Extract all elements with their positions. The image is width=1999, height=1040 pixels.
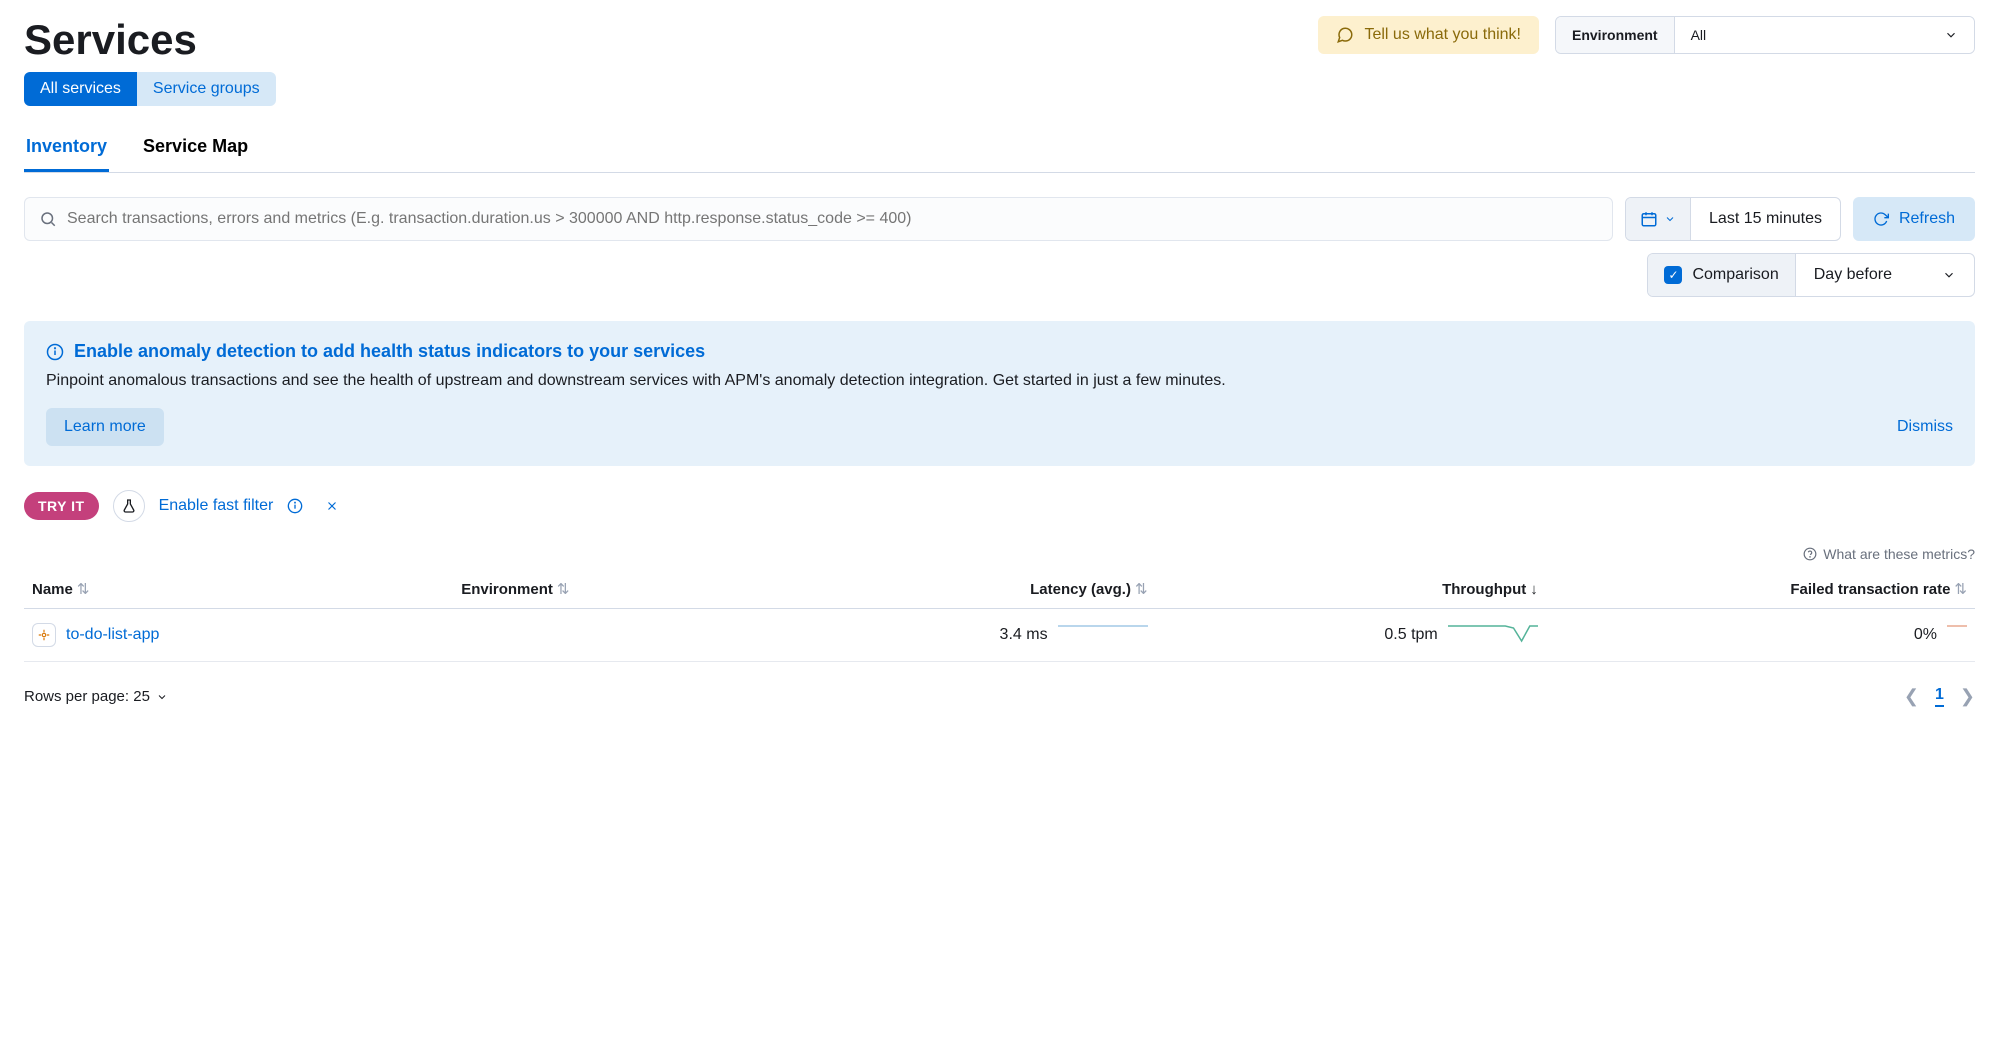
- page-number[interactable]: 1: [1935, 686, 1944, 707]
- failed-rate-cell: 0%: [1546, 609, 1975, 662]
- time-range-label[interactable]: Last 15 minutes: [1691, 198, 1840, 240]
- time-range-picker[interactable]: Last 15 minutes: [1625, 197, 1841, 241]
- search-input[interactable]: [67, 210, 1598, 228]
- next-page-button[interactable]: ❯: [1960, 686, 1975, 707]
- checkbox-checked-icon: ✓: [1664, 266, 1682, 284]
- tab-service-groups[interactable]: Service groups: [137, 72, 276, 106]
- callout-body: Pinpoint anomalous transactions and see …: [46, 372, 1953, 390]
- info-icon[interactable]: [287, 498, 303, 514]
- environment-cell: [453, 609, 804, 662]
- anomaly-detection-callout: Enable anomaly detection to add health s…: [24, 321, 1975, 466]
- learn-more-button[interactable]: Learn more: [46, 408, 164, 446]
- info-icon: [46, 343, 64, 361]
- chevron-down-icon: [156, 691, 168, 703]
- comparison-value: Day before: [1814, 266, 1892, 284]
- column-header[interactable]: Environment⇅: [453, 570, 804, 609]
- chevron-down-icon: [1944, 28, 1958, 42]
- service-name-link[interactable]: to-do-list-app: [66, 626, 159, 644]
- comparison-value-select[interactable]: Day before: [1796, 254, 1974, 296]
- refresh-button[interactable]: Refresh: [1853, 197, 1975, 241]
- sort-icon: ⇅: [1954, 581, 1967, 598]
- service-icon: [32, 623, 56, 647]
- chevron-down-icon: [1942, 268, 1956, 282]
- close-icon[interactable]: [325, 499, 339, 513]
- metrics-help-link[interactable]: What are these metrics?: [1803, 546, 1975, 562]
- latency-cell: 3.4 ms: [804, 609, 1155, 662]
- column-header[interactable]: Failed transaction rate⇅: [1546, 570, 1975, 609]
- sort-icon: ⇅: [1135, 581, 1148, 598]
- pagination: ❮ 1 ❯: [1904, 686, 1975, 707]
- question-icon: [1803, 547, 1817, 561]
- prev-page-button[interactable]: ❮: [1904, 686, 1919, 707]
- table-row: to-do-list-app 3.4 ms0.5 tpm0%: [24, 609, 1975, 662]
- callout-title: Enable anomaly detection to add health s…: [74, 341, 705, 362]
- page-title: Services: [24, 16, 197, 64]
- view-tabs: Inventory Service Map: [24, 126, 1975, 173]
- dismiss-link[interactable]: Dismiss: [1897, 418, 1953, 436]
- comparison-selector[interactable]: ✓ Comparison Day before: [1647, 253, 1975, 297]
- sort-icon: ↓: [1530, 581, 1538, 598]
- tab-all-services[interactable]: All services: [24, 72, 137, 106]
- calendar-button[interactable]: [1626, 198, 1691, 240]
- feedback-button[interactable]: Tell us what you think!: [1318, 16, 1539, 54]
- sort-icon: ⇅: [557, 581, 570, 598]
- tab-inventory[interactable]: Inventory: [24, 126, 109, 172]
- column-header[interactable]: Latency (avg.)⇅: [804, 570, 1155, 609]
- rows-per-page-select[interactable]: Rows per page: 25: [24, 688, 168, 705]
- comparison-label: Comparison: [1692, 266, 1778, 284]
- refresh-label: Refresh: [1899, 210, 1955, 228]
- environment-selector[interactable]: Environment All: [1555, 16, 1975, 54]
- calendar-icon: [1640, 210, 1658, 228]
- service-tabs: All services Service groups: [24, 72, 276, 106]
- chevron-down-icon: [1664, 213, 1676, 225]
- enable-fast-filter-link[interactable]: Enable fast filter: [159, 497, 274, 515]
- environment-value[interactable]: All: [1675, 17, 1974, 53]
- try-it-badge: TRY IT: [24, 492, 99, 520]
- feedback-label: Tell us what you think!: [1364, 26, 1521, 44]
- environment-label: Environment: [1556, 17, 1675, 53]
- column-header[interactable]: Name⇅: [24, 570, 453, 609]
- refresh-icon: [1873, 211, 1889, 227]
- sort-icon: ⇅: [77, 581, 90, 598]
- search-box[interactable]: [24, 197, 1613, 241]
- search-icon: [39, 210, 57, 228]
- column-header[interactable]: Throughput↓: [1156, 570, 1546, 609]
- beaker-icon: [113, 490, 145, 522]
- throughput-cell: 0.5 tpm: [1156, 609, 1546, 662]
- comparison-toggle[interactable]: ✓ Comparison: [1648, 254, 1795, 296]
- comment-icon: [1336, 26, 1354, 44]
- services-table: Name⇅Environment⇅Latency (avg.)⇅Throughp…: [24, 570, 1975, 662]
- tab-service-map[interactable]: Service Map: [141, 126, 250, 172]
